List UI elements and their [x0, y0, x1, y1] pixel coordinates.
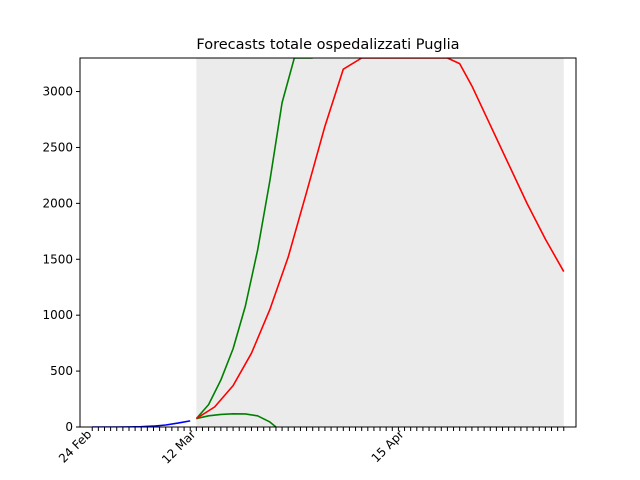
y-tick-label: 3000 — [42, 85, 73, 99]
series-line-4 — [195, 58, 565, 420]
y-tick-label: 0 — [65, 420, 73, 434]
y-tick-label: 500 — [50, 364, 73, 378]
chart-title: Forecasts totale ospedalizzati Puglia — [196, 37, 459, 53]
y-tick-label: 1500 — [42, 252, 73, 266]
y-tick-label: 2000 — [42, 196, 73, 210]
plot-frame — [79, 57, 577, 428]
y-tick-label: 1000 — [42, 308, 73, 322]
series-line-3 — [196, 413, 277, 427]
series-line-2 — [195, 58, 313, 420]
forecast-region — [196, 58, 564, 427]
y-tick-label: 2500 — [42, 140, 73, 154]
